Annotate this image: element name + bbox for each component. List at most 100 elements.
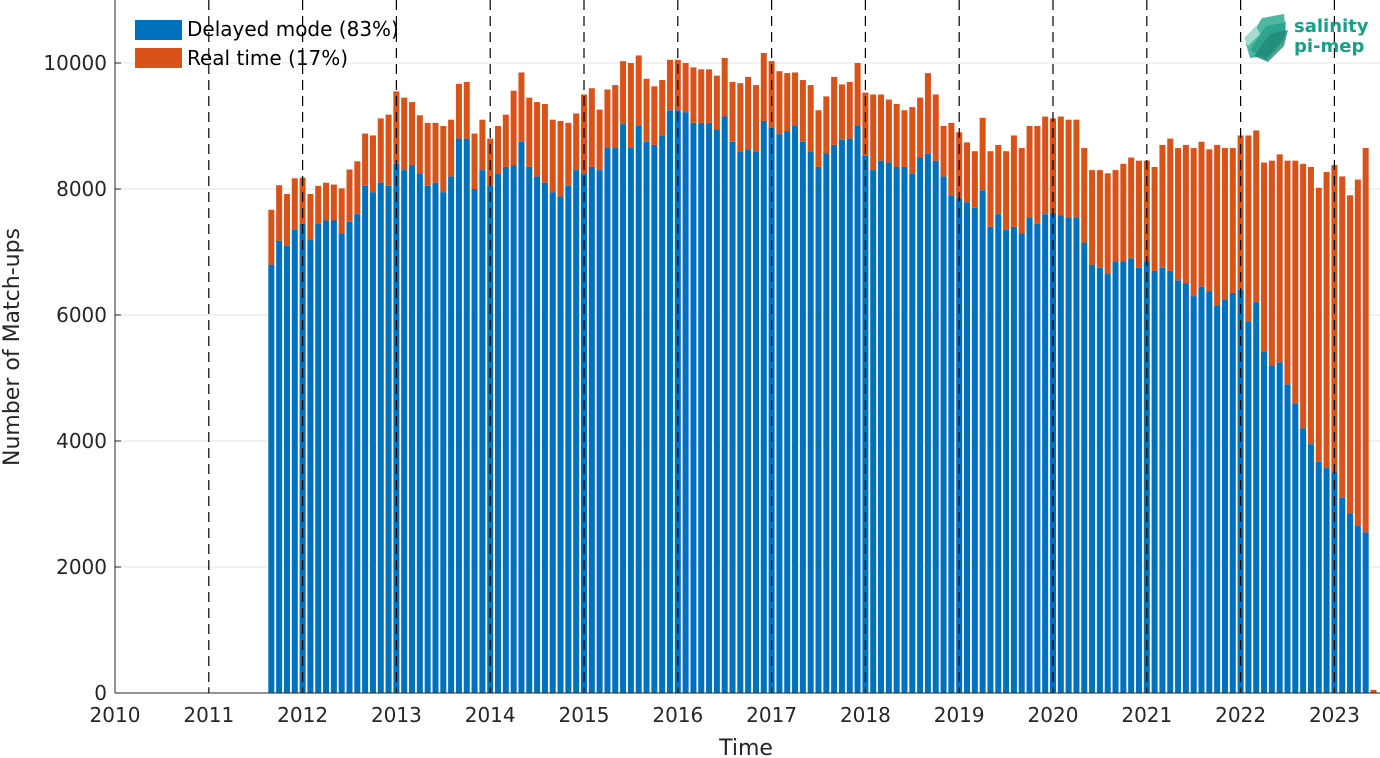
bar-realtime bbox=[659, 80, 666, 136]
bar-realtime bbox=[815, 110, 822, 167]
bar-realtime bbox=[1284, 160, 1291, 385]
x-tick-label: 2021 bbox=[1121, 703, 1172, 727]
bar-realtime bbox=[526, 97, 533, 167]
bar-realtime bbox=[1128, 157, 1135, 259]
bar-realtime bbox=[549, 119, 556, 193]
bar-delayed bbox=[495, 173, 502, 693]
bar-realtime bbox=[1026, 126, 1033, 218]
logo-text-pi-mep: pi-mep bbox=[1294, 36, 1364, 57]
bar-delayed bbox=[1010, 226, 1017, 694]
legend-label-realtime: Real time (17%) bbox=[187, 46, 348, 70]
bar-delayed bbox=[1323, 468, 1330, 693]
bar-delayed bbox=[752, 151, 759, 693]
bar-delayed bbox=[815, 166, 822, 693]
bar-realtime bbox=[760, 52, 767, 121]
bar-delayed bbox=[940, 176, 947, 693]
bar-realtime bbox=[330, 184, 337, 221]
bar-delayed bbox=[995, 214, 1002, 693]
bar-delayed bbox=[565, 185, 572, 693]
bar-delayed bbox=[471, 189, 478, 693]
bar-realtime bbox=[416, 115, 423, 174]
bar-realtime bbox=[979, 117, 986, 191]
bar-realtime bbox=[917, 97, 924, 158]
bar-realtime bbox=[276, 185, 283, 241]
x-tick-label: 2022 bbox=[1215, 703, 1266, 727]
bar-realtime bbox=[338, 188, 345, 234]
bar-realtime bbox=[1214, 144, 1221, 306]
bar-delayed bbox=[315, 223, 322, 693]
bar-delayed bbox=[792, 126, 799, 693]
bar-delayed bbox=[1120, 261, 1127, 693]
bar-delayed bbox=[377, 182, 384, 693]
bar-delayed bbox=[393, 163, 400, 694]
bar-realtime bbox=[1370, 689, 1377, 693]
bar-realtime bbox=[1034, 126, 1041, 224]
bar-delayed bbox=[1253, 302, 1260, 693]
bar-realtime bbox=[479, 119, 486, 171]
bar-realtime bbox=[964, 142, 971, 203]
x-tick-label: 2019 bbox=[934, 703, 985, 727]
bar-realtime bbox=[682, 63, 689, 113]
bar-realtime bbox=[1307, 166, 1314, 445]
x-tick-label: 2011 bbox=[183, 703, 234, 727]
bar-realtime bbox=[737, 83, 744, 152]
y-tick-label: 8000 bbox=[56, 177, 107, 201]
bar-realtime bbox=[878, 94, 885, 161]
bar-delayed bbox=[1081, 242, 1088, 694]
bar-delayed bbox=[1315, 461, 1322, 693]
bar-realtime bbox=[323, 182, 330, 221]
legend: Delayed mode (83%) Real time (17%) bbox=[135, 17, 399, 70]
bar-realtime bbox=[1042, 116, 1049, 215]
bar-realtime bbox=[471, 133, 478, 189]
bar-realtime bbox=[1253, 130, 1260, 303]
bar-realtime bbox=[752, 85, 759, 152]
bar-delayed bbox=[612, 148, 619, 694]
legend-label-delayed: Delayed mode (83%) bbox=[187, 17, 399, 41]
bar-delayed bbox=[1190, 296, 1197, 693]
bar-delayed bbox=[268, 264, 275, 693]
bars bbox=[268, 52, 1377, 694]
bar-delayed bbox=[870, 170, 877, 694]
bar-realtime bbox=[1151, 166, 1158, 271]
bar-delayed bbox=[518, 141, 525, 693]
bar-realtime bbox=[463, 81, 470, 139]
bar-realtime bbox=[1268, 160, 1275, 366]
bar-realtime bbox=[1315, 187, 1322, 462]
bar-realtime bbox=[1081, 148, 1088, 243]
bar-delayed bbox=[1018, 233, 1025, 693]
bar-delayed bbox=[1206, 291, 1213, 693]
bar-delayed bbox=[643, 141, 650, 693]
bar-realtime bbox=[799, 80, 806, 142]
bar-delayed bbox=[526, 166, 533, 693]
bar-realtime bbox=[346, 169, 353, 222]
bar-realtime bbox=[1206, 149, 1213, 292]
bar-delayed bbox=[1065, 217, 1072, 693]
legend-swatch-realtime bbox=[135, 48, 182, 68]
bar-delayed bbox=[1167, 270, 1174, 693]
bar-realtime bbox=[448, 119, 455, 177]
bar-delayed bbox=[948, 195, 955, 694]
bar-realtime bbox=[1018, 148, 1025, 234]
bar-delayed bbox=[455, 138, 462, 694]
bar-realtime bbox=[588, 88, 595, 167]
bar-delayed bbox=[416, 173, 423, 693]
bar-realtime bbox=[1190, 148, 1197, 297]
legend-swatch-delayed bbox=[135, 20, 182, 40]
bar-realtime bbox=[1362, 148, 1369, 533]
bar-delayed bbox=[1034, 223, 1041, 693]
x-tick-label: 2016 bbox=[652, 703, 703, 727]
bar-realtime bbox=[948, 122, 955, 196]
bar-realtime bbox=[557, 120, 564, 197]
bar-delayed bbox=[878, 160, 885, 693]
bar-delayed bbox=[432, 182, 439, 693]
bar-delayed bbox=[1182, 283, 1189, 693]
bar-realtime bbox=[1221, 148, 1228, 300]
bar-delayed bbox=[729, 141, 736, 693]
bar-delayed bbox=[917, 157, 924, 693]
bar-delayed bbox=[627, 148, 634, 694]
bar-realtime bbox=[565, 122, 572, 186]
bar-delayed bbox=[1135, 267, 1142, 693]
y-axis-title: Number of Match-ups bbox=[0, 228, 25, 466]
bar-realtime bbox=[870, 94, 877, 171]
